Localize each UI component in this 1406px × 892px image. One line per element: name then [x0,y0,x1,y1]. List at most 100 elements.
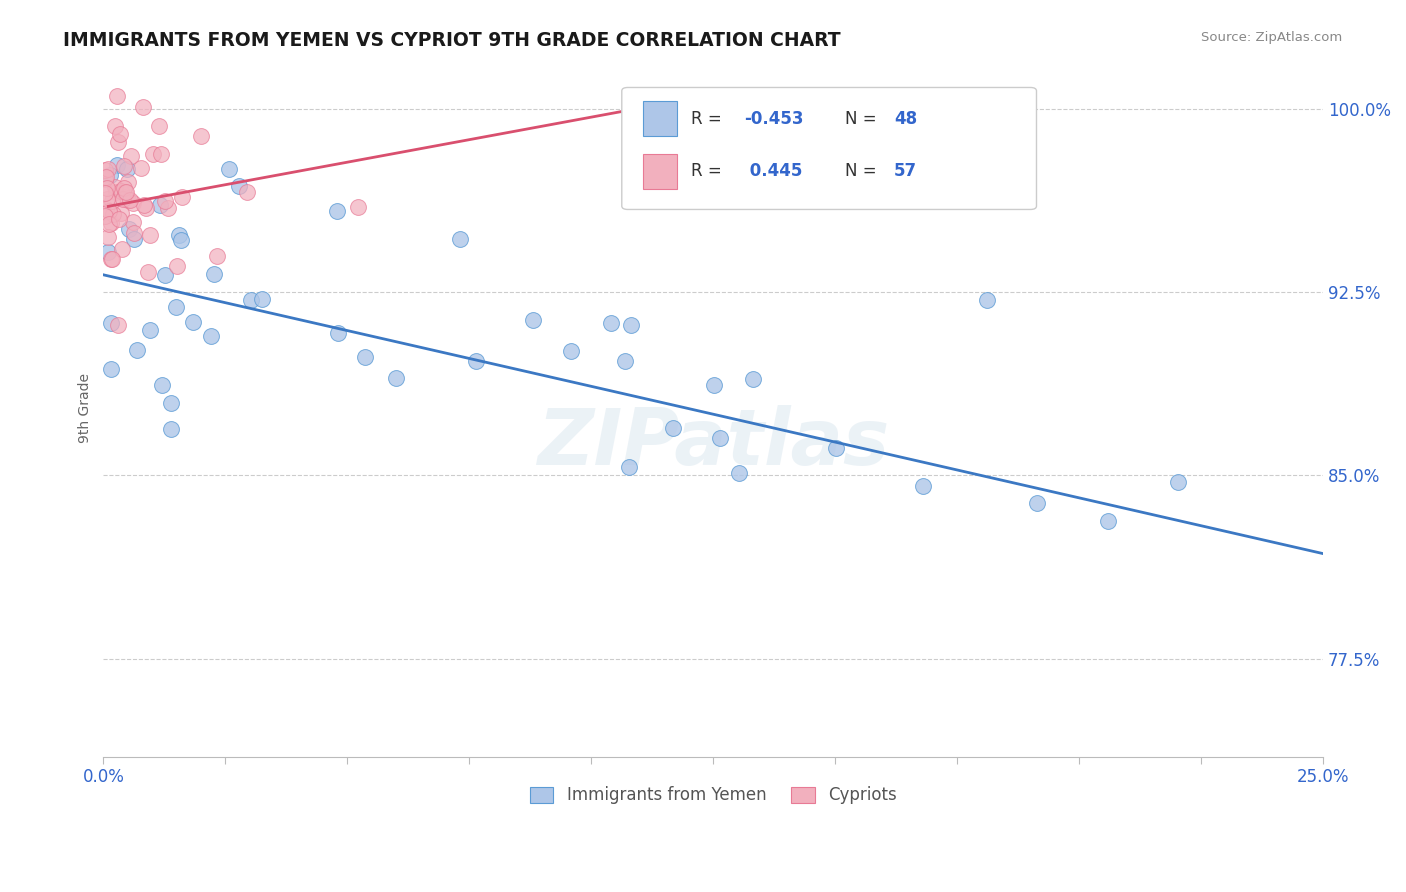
Point [94,202,117,216]
Point [326,326,349,340]
Point [100,316,122,330]
Point [97,217,120,231]
Point [97,230,120,244]
Legend: Immigrants from Yemen, Cypriots: Immigrants from Yemen, Cypriots [523,780,903,811]
Point [110,242,132,256]
Point [449,232,471,246]
Point [156,201,179,215]
Point [139,323,162,337]
Point [170,190,193,204]
Point [107,318,129,333]
Point [131,161,153,176]
Point [326,203,349,218]
Point [132,197,155,211]
Point [105,89,128,103]
Point [148,119,170,133]
Point [385,370,408,384]
Point [1026,496,1049,510]
Point [825,442,848,456]
Point [153,268,176,282]
Point [200,329,222,343]
Text: ZIPatlas: ZIPatlas [537,405,890,481]
Point [166,260,188,274]
Point [100,362,122,376]
Point [110,206,132,220]
Point [105,158,128,172]
Point [112,159,135,173]
Point [153,194,176,209]
Point [115,186,138,200]
Text: N =: N = [845,110,882,128]
Point [101,194,124,208]
Point [121,215,143,229]
Text: R =: R = [692,110,727,128]
Point [181,315,204,329]
Point [104,180,127,194]
Point [912,478,935,492]
Point [135,201,157,215]
Point [620,318,643,333]
Text: R =: R = [692,162,727,180]
Point [117,175,139,189]
Point [100,216,122,230]
Point [149,146,172,161]
Point [101,252,124,267]
Point [101,207,124,221]
Point [709,431,731,445]
Point [167,227,190,242]
Point [94,163,117,178]
Point [976,293,998,307]
Point [117,194,139,208]
Point [100,252,122,267]
Text: Source: ZipAtlas.com: Source: ZipAtlas.com [1202,31,1343,45]
Point [347,200,370,214]
Point [122,232,145,246]
Point [138,265,160,279]
Point [560,344,582,359]
Point [94,186,117,200]
Point [600,316,623,330]
Point [98,168,121,182]
Point [165,300,187,314]
Point [122,195,145,210]
Point [94,210,117,224]
Point [170,233,193,247]
Point [112,181,135,195]
Point [236,185,259,199]
Point [662,421,685,435]
Point [522,313,544,327]
Point [228,179,250,194]
Point [96,192,118,206]
Point [619,460,641,475]
Text: 0.445: 0.445 [744,162,803,180]
FancyBboxPatch shape [643,153,676,188]
Point [120,149,142,163]
Point [104,185,127,199]
Point [97,245,120,260]
Point [252,292,274,306]
Point [202,267,225,281]
Point [97,161,120,176]
Point [108,212,131,227]
Point [96,180,118,194]
Point [104,119,127,133]
Point [107,135,129,149]
Point [218,162,240,177]
Point [728,466,751,480]
Point [353,350,375,364]
Point [160,396,183,410]
Text: IMMIGRANTS FROM YEMEN VS CYPRIOT 9TH GRADE CORRELATION CHART: IMMIGRANTS FROM YEMEN VS CYPRIOT 9TH GRA… [63,31,841,50]
Point [94,172,117,186]
Y-axis label: 9th Grade: 9th Grade [79,373,93,443]
Point [110,127,132,141]
Point [1167,475,1189,490]
Point [240,293,263,307]
Point [150,377,173,392]
Point [94,170,117,185]
Point [132,100,155,114]
Point [613,354,636,368]
Text: -0.453: -0.453 [744,110,803,128]
Point [464,354,486,368]
Text: 57: 57 [894,162,917,180]
Point [118,222,141,236]
